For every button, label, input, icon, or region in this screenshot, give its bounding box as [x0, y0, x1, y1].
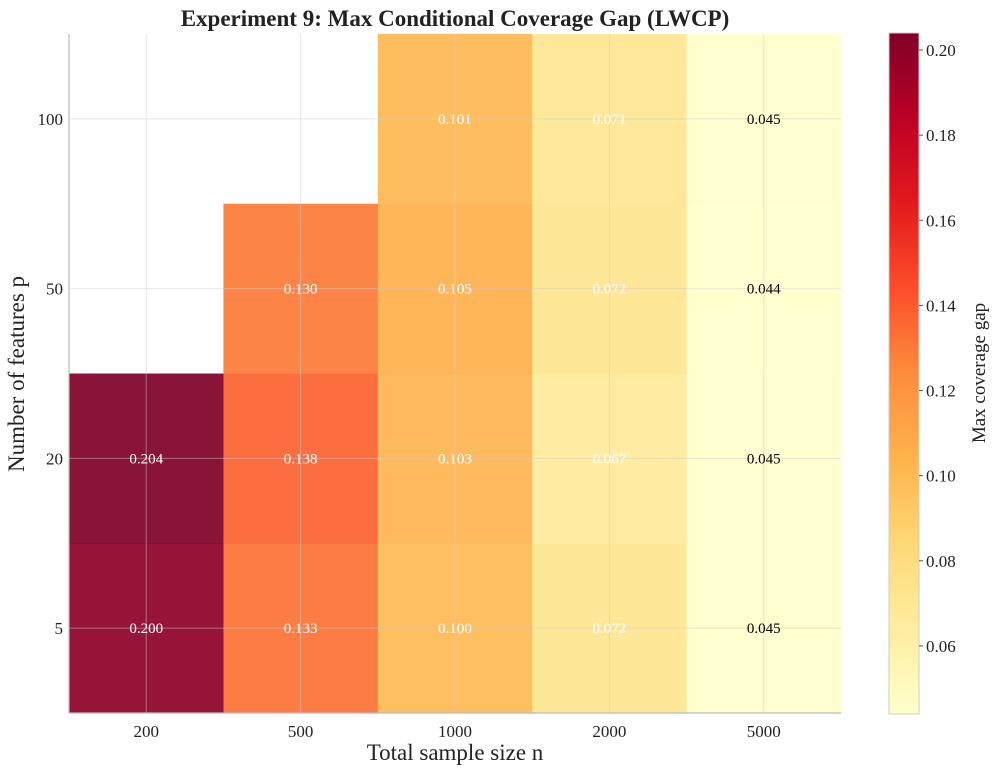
cell-value-label: 0.100 [438, 621, 472, 637]
colorbar-tick-label: 0.14 [926, 296, 956, 315]
cell-value-label: 0.067 [593, 451, 627, 467]
cell-value-label: 0.105 [438, 282, 472, 298]
x-axis-label: Total sample size n [367, 740, 544, 765]
colorbar-tick-label: 0.08 [926, 552, 956, 571]
cell-value-label: 0.044 [747, 282, 781, 298]
x-tick-label: 2000 [592, 722, 626, 741]
cell-value-label: 0.045 [747, 621, 781, 637]
colorbar-tick-label: 0.12 [926, 382, 956, 401]
y-tick-label: 100 [38, 110, 64, 129]
colorbar-tick-label: 0.06 [926, 637, 956, 656]
cell-value-label: 0.045 [747, 112, 781, 128]
colorbar-tick-label: 0.18 [926, 126, 956, 145]
colorbar-tick-label: 0.20 [926, 41, 956, 60]
y-tick-label: 20 [46, 449, 63, 468]
axes: 200 500 1000 2000 5000 5 20 50 100 [38, 34, 841, 741]
cell-value-label: 0.045 [747, 451, 781, 467]
x-tick-label: 1000 [438, 722, 472, 741]
colorbar-tick-label: 0.10 [926, 467, 956, 486]
y-tick-label: 5 [55, 619, 64, 638]
cell-value-label: 0.072 [593, 621, 627, 637]
x-tick-label: 200 [133, 722, 159, 741]
cell-value-label: 0.072 [593, 282, 627, 298]
colorbar-gradient [888, 32, 920, 715]
colorbar-label: Max coverage gap [969, 303, 990, 443]
cell-value-label: 0.071 [593, 112, 627, 128]
y-tick-label: 50 [46, 280, 63, 299]
cell-value-label: 0.103 [438, 451, 472, 467]
cell-value-label: 0.200 [129, 621, 163, 637]
cell-value-label: 0.101 [438, 112, 472, 128]
cell-value-label: 0.133 [284, 621, 318, 637]
x-tick-label: 500 [288, 722, 314, 741]
grid-lines [69, 34, 841, 713]
cell-value-label: 0.138 [284, 451, 318, 467]
cell-value-label: 0.130 [284, 282, 318, 298]
colorbar: 0.06 0.08 0.10 0.12 0.14 0.16 0.18 0.20 [888, 32, 956, 715]
cell-value-label: 0.204 [129, 451, 163, 467]
chart-title: Experiment 9: Max Conditional Coverage G… [181, 6, 730, 31]
colorbar-tick-label: 0.16 [926, 211, 956, 230]
x-tick-label: 5000 [747, 722, 781, 741]
cell-value-labels: 0.200 0.133 0.100 0.072 0.045 0.204 0.138 0.103… [129, 112, 781, 637]
y-axis-label: Number of features p [4, 276, 29, 472]
